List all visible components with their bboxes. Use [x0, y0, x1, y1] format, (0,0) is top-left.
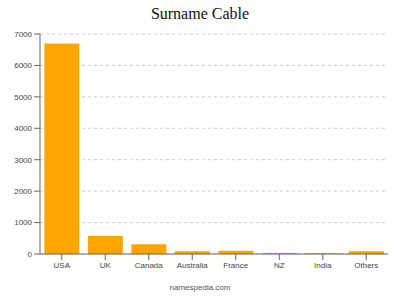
- html-text:namespedia.com: namespedia.com: [169, 283, 231, 292]
- svg-text:Others: Others: [354, 261, 378, 270]
- svg-text:France: France: [223, 261, 248, 270]
- svg-text:5000: 5000: [14, 93, 32, 102]
- svg-text:3000: 3000: [14, 156, 32, 165]
- svg-text:UK: UK: [100, 261, 112, 270]
- svg-text:Canada: Canada: [135, 261, 164, 270]
- svg-text:2000: 2000: [14, 187, 32, 196]
- svg-text:1000: 1000: [14, 218, 32, 227]
- svg-text:4000: 4000: [14, 124, 32, 133]
- svg-text:6000: 6000: [14, 61, 32, 70]
- svg-text:0: 0: [28, 250, 33, 259]
- svg-text:Australia: Australia: [177, 261, 209, 270]
- svg-text:7000: 7000: [14, 30, 32, 39]
- svg-text:NZ: NZ: [274, 261, 285, 270]
- html-text:Surname Cable: Surname Cable: [150, 5, 250, 22]
- svg-text:India: India: [314, 261, 332, 270]
- svg-text:USA: USA: [54, 261, 71, 270]
